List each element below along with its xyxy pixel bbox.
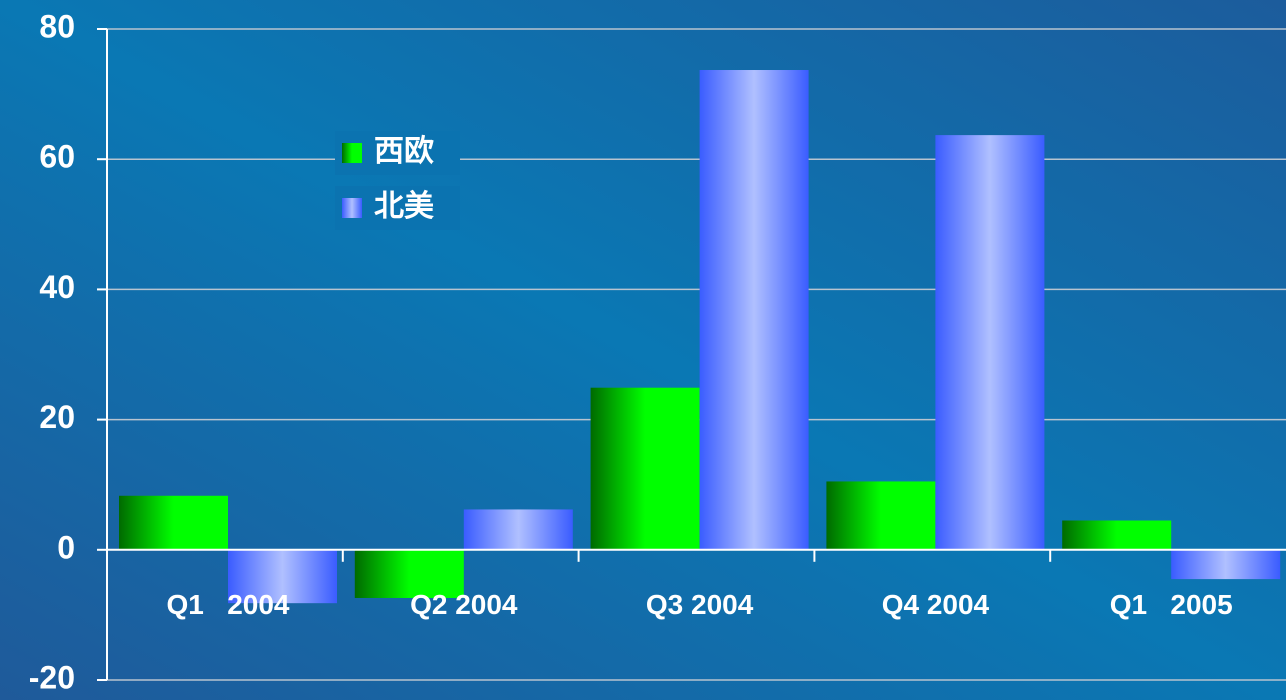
- bar: [228, 549, 337, 604]
- legend-label: 北美: [374, 189, 434, 223]
- bar: [935, 135, 1045, 550]
- legend-swatch: [342, 198, 362, 218]
- x-tick-label: Q1 2005: [1110, 589, 1233, 620]
- bar: [699, 70, 809, 550]
- bar: [463, 509, 573, 550]
- y-tick-label: 40: [39, 269, 75, 305]
- bar: [826, 481, 936, 550]
- y-tick-label: 60: [39, 139, 75, 175]
- y-tick-label: 0: [57, 529, 75, 565]
- legend-label: 西欧: [374, 135, 434, 168]
- x-tick-label: Q4 2004: [882, 589, 990, 620]
- bar: [1062, 520, 1172, 550]
- bar: [354, 549, 464, 598]
- bar: [1171, 549, 1281, 580]
- x-tick-label: Q1 2004: [167, 589, 290, 620]
- y-tick-label: 80: [39, 8, 75, 44]
- x-tick-label: Q3 2004: [646, 589, 754, 620]
- y-tick-label: -20: [29, 659, 75, 695]
- bar: [119, 495, 228, 550]
- bar: [590, 387, 700, 550]
- legend-swatch: [342, 143, 362, 163]
- x-tick-label: Q2 2004: [410, 589, 518, 620]
- y-tick-label: 20: [39, 399, 75, 435]
